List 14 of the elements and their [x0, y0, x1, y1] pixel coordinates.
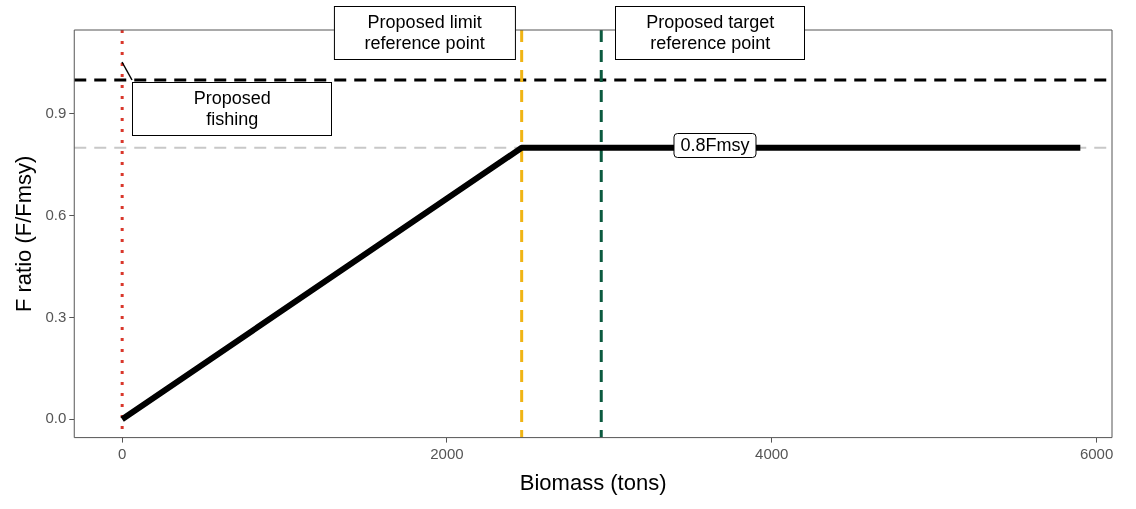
y-tick-label: 0.9	[45, 103, 67, 121]
callout-box: Proposed target reference point	[615, 6, 806, 60]
x-tick-label: 6000	[1079, 444, 1114, 462]
x-tick-label: 4000	[755, 444, 789, 462]
x-tick-label: 0	[117, 444, 127, 462]
y-tick-label: 0.0	[45, 409, 67, 427]
callout-box: Proposed limit reference point	[333, 6, 516, 60]
x-axis-title: Biomass (tons)	[519, 469, 667, 495]
callout-box: Proposed fishing	[132, 81, 333, 136]
y-axis-title: F ratio (F/Fmsy)	[11, 155, 37, 313]
x-tick-label: 2000	[430, 444, 464, 462]
y-tick-label: 0.3	[45, 307, 67, 325]
callout-box: 0.8Fmsy	[673, 132, 757, 158]
y-tick-label: 0.6	[45, 205, 67, 223]
